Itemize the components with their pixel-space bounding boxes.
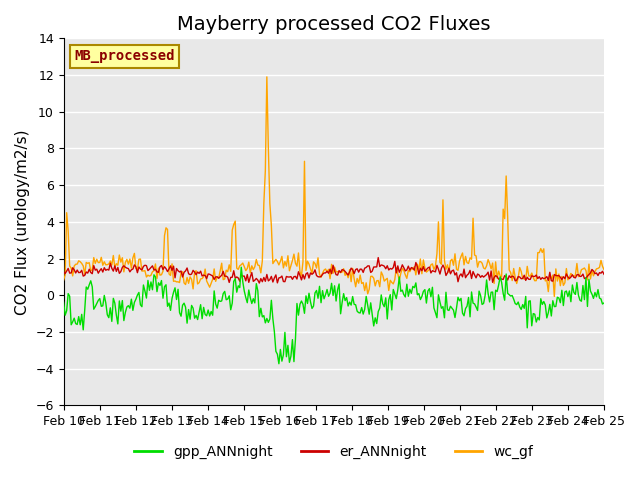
wc_gf: [263, 74, 271, 80]
wc_gf: [550, 294, 558, 300]
gpp_ANNnight: [237, 264, 245, 270]
Title: Mayberry processed CO2 Fluxes: Mayberry processed CO2 Fluxes: [177, 15, 491, 34]
gpp_ANNnight: [600, 300, 608, 306]
gpp_ANNnight: [126, 305, 134, 311]
Line: wc_gf: wc_gf: [63, 77, 604, 297]
Legend: gpp_ANNnight, er_ANNnight, wc_gf: gpp_ANNnight, er_ANNnight, wc_gf: [129, 439, 539, 465]
wc_gf: [126, 256, 134, 262]
er_ANNnight: [298, 277, 305, 283]
gpp_ANNnight: [60, 300, 67, 305]
er_ANNnight: [255, 280, 263, 286]
gpp_ANNnight: [275, 361, 283, 367]
Y-axis label: CO2 Flux (urology/m2/s): CO2 Flux (urology/m2/s): [15, 129, 30, 314]
er_ANNnight: [573, 272, 580, 277]
wc_gf: [60, 277, 67, 283]
er_ANNnight: [239, 273, 246, 279]
er_ANNnight: [221, 273, 228, 279]
wc_gf: [248, 263, 255, 269]
wc_gf: [298, 273, 305, 279]
wc_gf: [221, 276, 228, 282]
gpp_ANNnight: [221, 288, 228, 294]
Line: gpp_ANNnight: gpp_ANNnight: [63, 267, 604, 364]
er_ANNnight: [600, 271, 608, 277]
gpp_ANNnight: [573, 280, 580, 286]
gpp_ANNnight: [241, 288, 248, 294]
er_ANNnight: [126, 269, 134, 275]
wc_gf: [239, 260, 246, 266]
gpp_ANNnight: [299, 301, 307, 307]
wc_gf: [600, 267, 608, 273]
er_ANNnight: [60, 269, 67, 275]
er_ANNnight: [374, 255, 382, 261]
Line: er_ANNnight: er_ANNnight: [63, 258, 604, 283]
Text: MB_processed: MB_processed: [74, 49, 175, 63]
wc_gf: [573, 261, 580, 266]
gpp_ANNnight: [250, 296, 257, 301]
er_ANNnight: [248, 270, 255, 276]
